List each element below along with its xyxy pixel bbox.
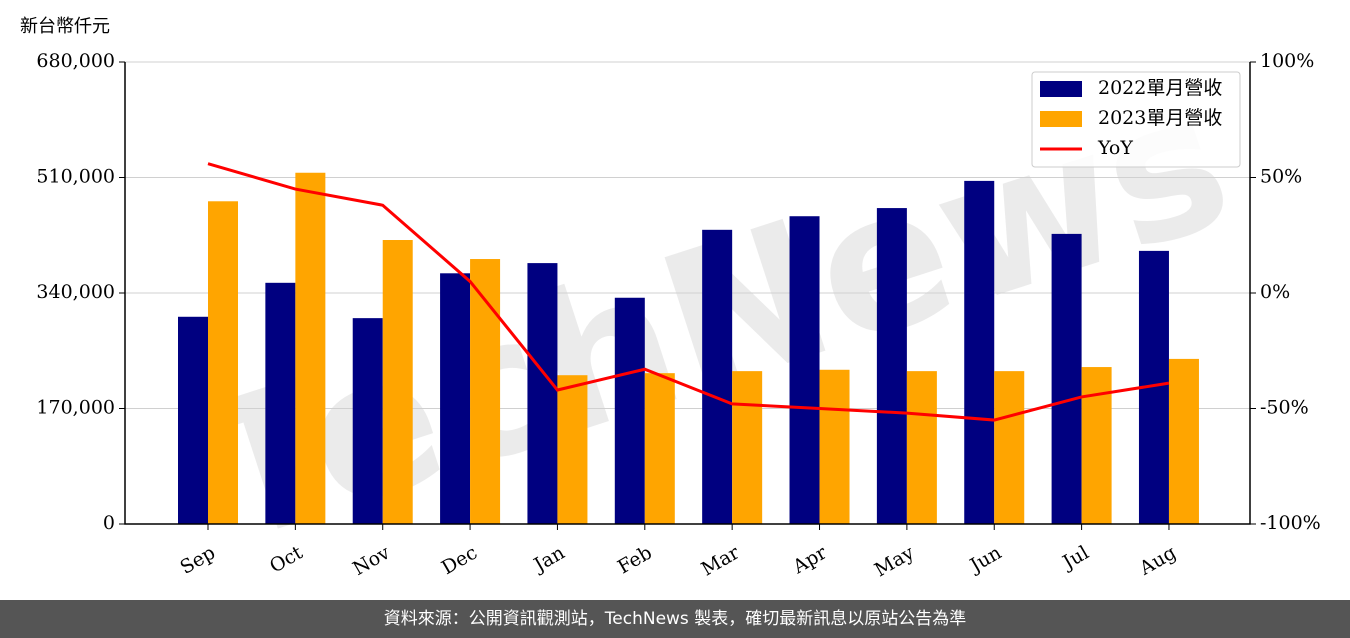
bar	[1168, 358, 1199, 524]
y2-tick-label: -50%	[1260, 397, 1309, 419]
y-tick-label: 170,000	[36, 397, 115, 419]
bar	[527, 263, 558, 524]
y2-tick-label: -100%	[1260, 512, 1321, 534]
bar	[614, 297, 645, 524]
bar	[732, 371, 763, 524]
legend-swatch	[1040, 81, 1082, 97]
x-tick-label: Jul	[1057, 542, 1092, 575]
legend-swatch	[1040, 111, 1082, 127]
bar	[178, 316, 208, 524]
bar	[819, 369, 850, 524]
bar	[994, 371, 1025, 524]
y-tick-label: 510,000	[36, 166, 115, 188]
bar	[906, 371, 937, 524]
line	[207, 162, 1170, 422]
y-tick-label: 680,000	[36, 50, 115, 72]
bar	[470, 259, 501, 524]
x-tick-label: May	[871, 541, 918, 581]
bar	[440, 273, 471, 524]
bar	[1051, 233, 1082, 524]
footer-bar	[0, 600, 1350, 638]
axes-frame	[124, 62, 1251, 525]
legend-label: 2022單月營收	[1098, 77, 1222, 99]
y-axis-label: 新台幣仟元	[20, 16, 110, 37]
y2-tick-label: 50%	[1260, 166, 1302, 188]
x-tick-label: Sep	[176, 542, 219, 579]
y-tick-label: 340,000	[36, 281, 115, 303]
x-tick-label: Feb	[614, 542, 656, 579]
bar	[1081, 367, 1112, 524]
y-tick-label: 0	[103, 512, 115, 534]
x-tick-label: Mar	[698, 541, 744, 580]
x-tick-label: Jun	[965, 542, 1006, 578]
x-tick-label: Apr	[788, 541, 831, 578]
y2-tick-label: 0%	[1260, 281, 1290, 303]
footer: 資料來源：公開資訊觀測站，TechNews 製表，確切最新訊息以原站公告為準	[384, 609, 966, 629]
legend-box	[1031, 71, 1241, 168]
legend-label: YoY	[1097, 137, 1133, 159]
bar	[557, 375, 588, 524]
legend-label: 2023單月營收	[1098, 107, 1222, 129]
x-tick-label: Dec	[438, 542, 481, 580]
bar	[382, 240, 413, 524]
x-tick-label: Aug	[1135, 542, 1180, 581]
bar	[702, 229, 733, 525]
bar	[295, 172, 326, 524]
bar	[352, 318, 383, 524]
bar	[789, 216, 820, 524]
bar	[265, 282, 296, 524]
x-tick-label: Jan	[529, 542, 569, 578]
bar	[644, 373, 675, 524]
bar	[876, 208, 907, 524]
bar	[964, 180, 995, 524]
bar	[208, 201, 238, 524]
y2-tick-label: 100%	[1260, 50, 1314, 72]
